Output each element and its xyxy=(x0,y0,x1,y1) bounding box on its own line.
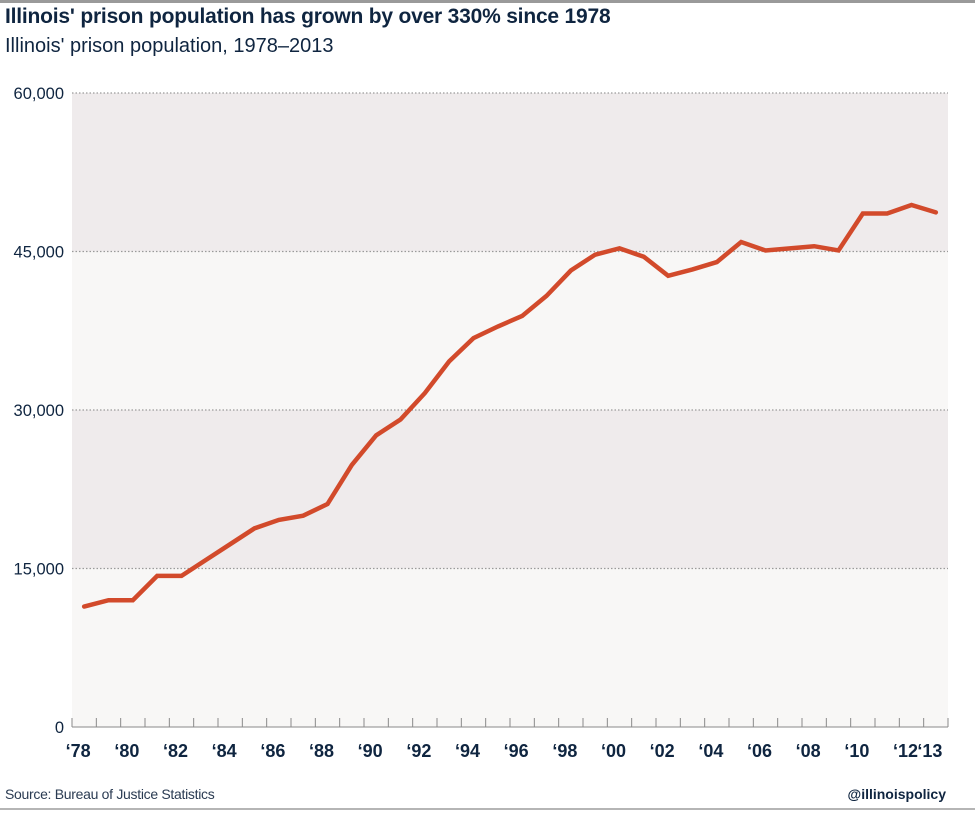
x-tick-label: ‘82 xyxy=(163,741,188,761)
y-tick-label: 15,000 xyxy=(14,561,64,579)
x-tick-label: ‘06 xyxy=(747,741,772,761)
bottom-rule xyxy=(0,808,975,810)
series-layer xyxy=(81,202,939,609)
x-tick-label: ‘13 xyxy=(917,741,942,761)
background-bands xyxy=(72,93,948,727)
x-tick-label: ‘80 xyxy=(114,741,139,761)
x-tick-label: ‘90 xyxy=(358,741,383,761)
x-tick-label: ‘94 xyxy=(455,741,480,761)
top-rule xyxy=(0,0,975,3)
x-tick-label: ‘88 xyxy=(309,741,334,761)
y-tick-label: 0 xyxy=(55,719,64,737)
band xyxy=(72,93,948,252)
y-axis: 0 15,000 30,000 45,000 60,000 xyxy=(14,85,64,737)
x-tick-label: ‘00 xyxy=(601,741,626,761)
x-tick-label: ‘78 xyxy=(66,741,91,761)
x-tick-label: ‘86 xyxy=(260,741,285,761)
x-tick-label: ‘08 xyxy=(796,741,821,761)
gridlines xyxy=(72,92,948,570)
band xyxy=(72,251,948,410)
x-axis: ‘78 ‘80 ‘82 ‘84 ‘86 ‘88 ‘90 ‘92 ‘94 ‘96 ‘98 ‘00 ‘02 ‘… xyxy=(66,718,949,761)
x-tick-label: ‘96 xyxy=(504,741,529,761)
x-tick-label: ‘92 xyxy=(406,741,431,761)
y-tick-label: 30,000 xyxy=(14,402,64,420)
x-tick-label: ‘84 xyxy=(212,741,237,761)
y-tick-label: 60,000 xyxy=(14,85,64,103)
band xyxy=(72,410,948,569)
x-tick-label: ‘10 xyxy=(844,741,869,761)
x-tick-label: ‘12 xyxy=(893,741,918,761)
series-line xyxy=(81,202,939,609)
x-tick-label: ‘02 xyxy=(650,741,675,761)
x-tick-label: ‘04 xyxy=(698,741,723,761)
source-note: Source: Bureau of Justice Statistics xyxy=(5,786,215,802)
chart-subtitle: Illinois' prison population, 1978–2013 xyxy=(5,35,334,57)
band xyxy=(72,568,948,727)
chart-title: Illinois' prison population has grown by… xyxy=(5,5,611,28)
y-tick-label: 45,000 xyxy=(14,244,64,262)
x-tick-label: ‘98 xyxy=(552,741,577,761)
social-handle: @illinoispolicy xyxy=(847,786,946,802)
